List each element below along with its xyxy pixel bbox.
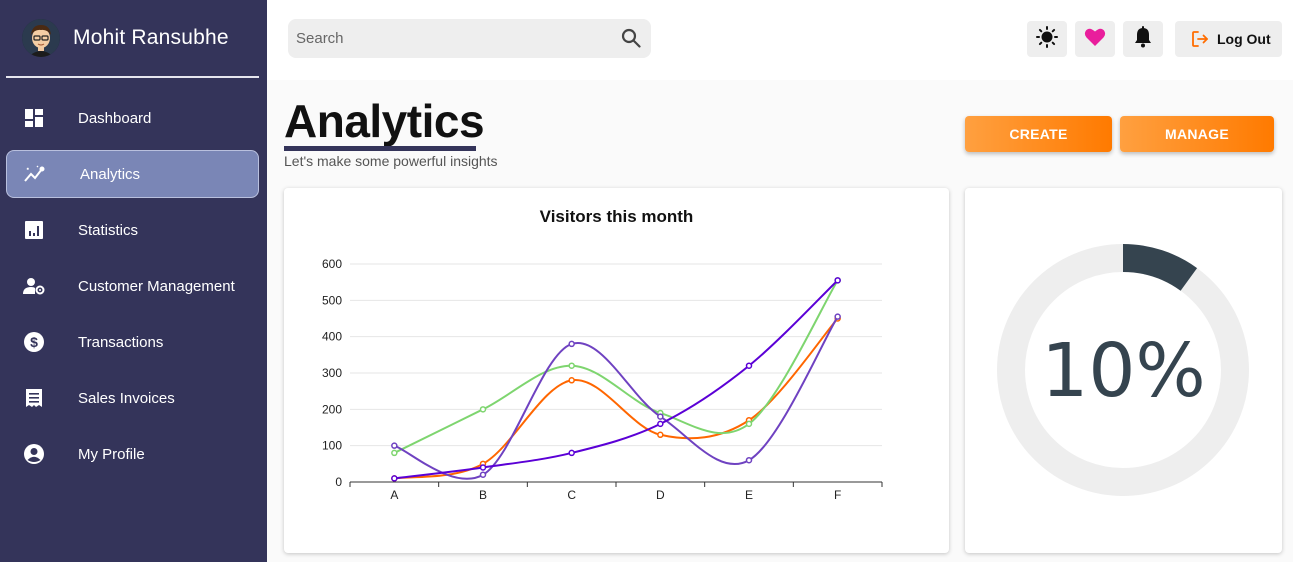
bell-icon: [1133, 25, 1153, 53]
heart-icon: [1084, 27, 1106, 52]
series-point-3: [391, 475, 398, 482]
user-name: Mohit Ransubhe: [73, 26, 229, 49]
sidebar-item-statistics[interactable]: Statistics: [6, 206, 259, 254]
series-point-0: [657, 431, 664, 439]
series-point-2: [479, 471, 487, 478]
receipt-icon: [23, 387, 45, 409]
search-input[interactable]: [296, 30, 596, 47]
user-profile: Mohit Ransubhe: [6, 0, 259, 78]
dashboard-icon: [23, 107, 45, 129]
gauge-label: 10%: [1041, 328, 1206, 414]
y-tick-label: 400: [322, 330, 342, 344]
search-box: [288, 19, 651, 58]
logout-icon: [1191, 30, 1209, 48]
page-title: Analytics: [284, 95, 485, 147]
manage-button[interactable]: MANAGE: [1120, 116, 1274, 152]
visitors-line-chart: 0 100 200 300 400 500 600 A B C D E F: [322, 257, 883, 502]
series-point-2: [834, 313, 841, 320]
series-point-3: [479, 464, 487, 471]
series-point-1: [745, 420, 753, 428]
gauge-fill: [1122, 244, 1198, 291]
sidebar-item-label: My Profile: [78, 445, 145, 463]
sidebar-item-label: Analytics: [80, 165, 141, 183]
sidebar-item-label: Sales Invoices: [78, 389, 175, 407]
theme-toggle-button[interactable]: [1027, 21, 1067, 57]
series-point-2: [657, 413, 664, 420]
statistics-icon: [23, 219, 45, 241]
series-point-1: [479, 406, 487, 413]
series-line-3: [394, 279, 839, 480]
sidebar-item-analytics[interactable]: Analytics: [6, 150, 259, 198]
top-bar: Log Out: [267, 0, 1293, 80]
sidebar-item-label: Transactions: [78, 333, 164, 351]
series-point-3: [657, 420, 664, 428]
series-point-1: [568, 362, 575, 369]
dollar-icon: $: [23, 331, 45, 353]
sidebar-item-dashboard[interactable]: Dashboard: [6, 94, 259, 142]
sidebar-item-label: Customer Management: [78, 277, 235, 295]
sidebar: Mohit Ransubhe Dashboard Analytics Stati…: [0, 0, 267, 562]
sidebar-item-my-profile[interactable]: My Profile: [6, 430, 259, 478]
chart-title: Visitors this month: [539, 207, 694, 226]
sidebar-item-transactions[interactable]: $ Transactions: [6, 318, 259, 366]
series-point-3: [568, 449, 575, 457]
visitors-chart-card: Visitors this month 0 100 200 300 400 500 600 A…: [284, 188, 949, 553]
series-line-1: [393, 279, 839, 454]
sidebar-item-sales-invoices[interactable]: Sales Invoices: [6, 374, 259, 422]
series-point-1: [391, 449, 398, 457]
series-point-3: [834, 277, 841, 284]
y-tick-label: 100: [322, 439, 342, 453]
series-point-0: [568, 377, 575, 384]
favorites-button[interactable]: [1075, 21, 1115, 57]
create-button[interactable]: CREATE: [965, 116, 1112, 152]
x-tick-label: F: [834, 488, 841, 502]
y-tick-label: 0: [335, 475, 342, 489]
series-point-2: [745, 456, 753, 464]
notifications-button[interactable]: [1123, 21, 1163, 57]
sidebar-item-label: Statistics: [78, 221, 139, 239]
logout-label: Log Out: [1217, 31, 1271, 47]
logout-button[interactable]: Log Out: [1175, 21, 1282, 57]
analytics-icon: [24, 163, 46, 185]
sidebar-item-label: Dashboard: [78, 109, 152, 127]
avatar: [22, 19, 60, 57]
progress-gauge: [997, 244, 1249, 496]
svg-text:$: $: [30, 334, 38, 350]
y-tick-label: 600: [322, 257, 342, 271]
x-tick-label: E: [745, 488, 753, 502]
x-tick-label: A: [390, 488, 398, 502]
progress-gauge-card: 10%: [965, 188, 1282, 553]
title-underline: [284, 146, 476, 151]
x-tick-label: D: [656, 488, 665, 502]
x-tick-label: C: [567, 488, 576, 502]
x-tick-label: B: [479, 488, 487, 502]
series-point-2: [568, 340, 575, 348]
y-tick-label: 300: [322, 366, 342, 380]
series-point-2: [391, 442, 398, 449]
page-subtitle: Let's make some powerful insights: [284, 153, 498, 169]
sun-icon: [1036, 25, 1058, 53]
customer-management-icon: [23, 275, 45, 297]
y-tick-label: 200: [322, 402, 342, 416]
series-point-3: [745, 362, 753, 369]
account-circle-icon: [23, 443, 45, 465]
y-tick-label: 500: [322, 293, 342, 307]
sidebar-item-customer-management[interactable]: Customer Management: [6, 262, 259, 310]
search-icon[interactable]: [621, 28, 641, 48]
sidebar-nav: Dashboard Analytics Statistics Customer …: [6, 94, 259, 486]
